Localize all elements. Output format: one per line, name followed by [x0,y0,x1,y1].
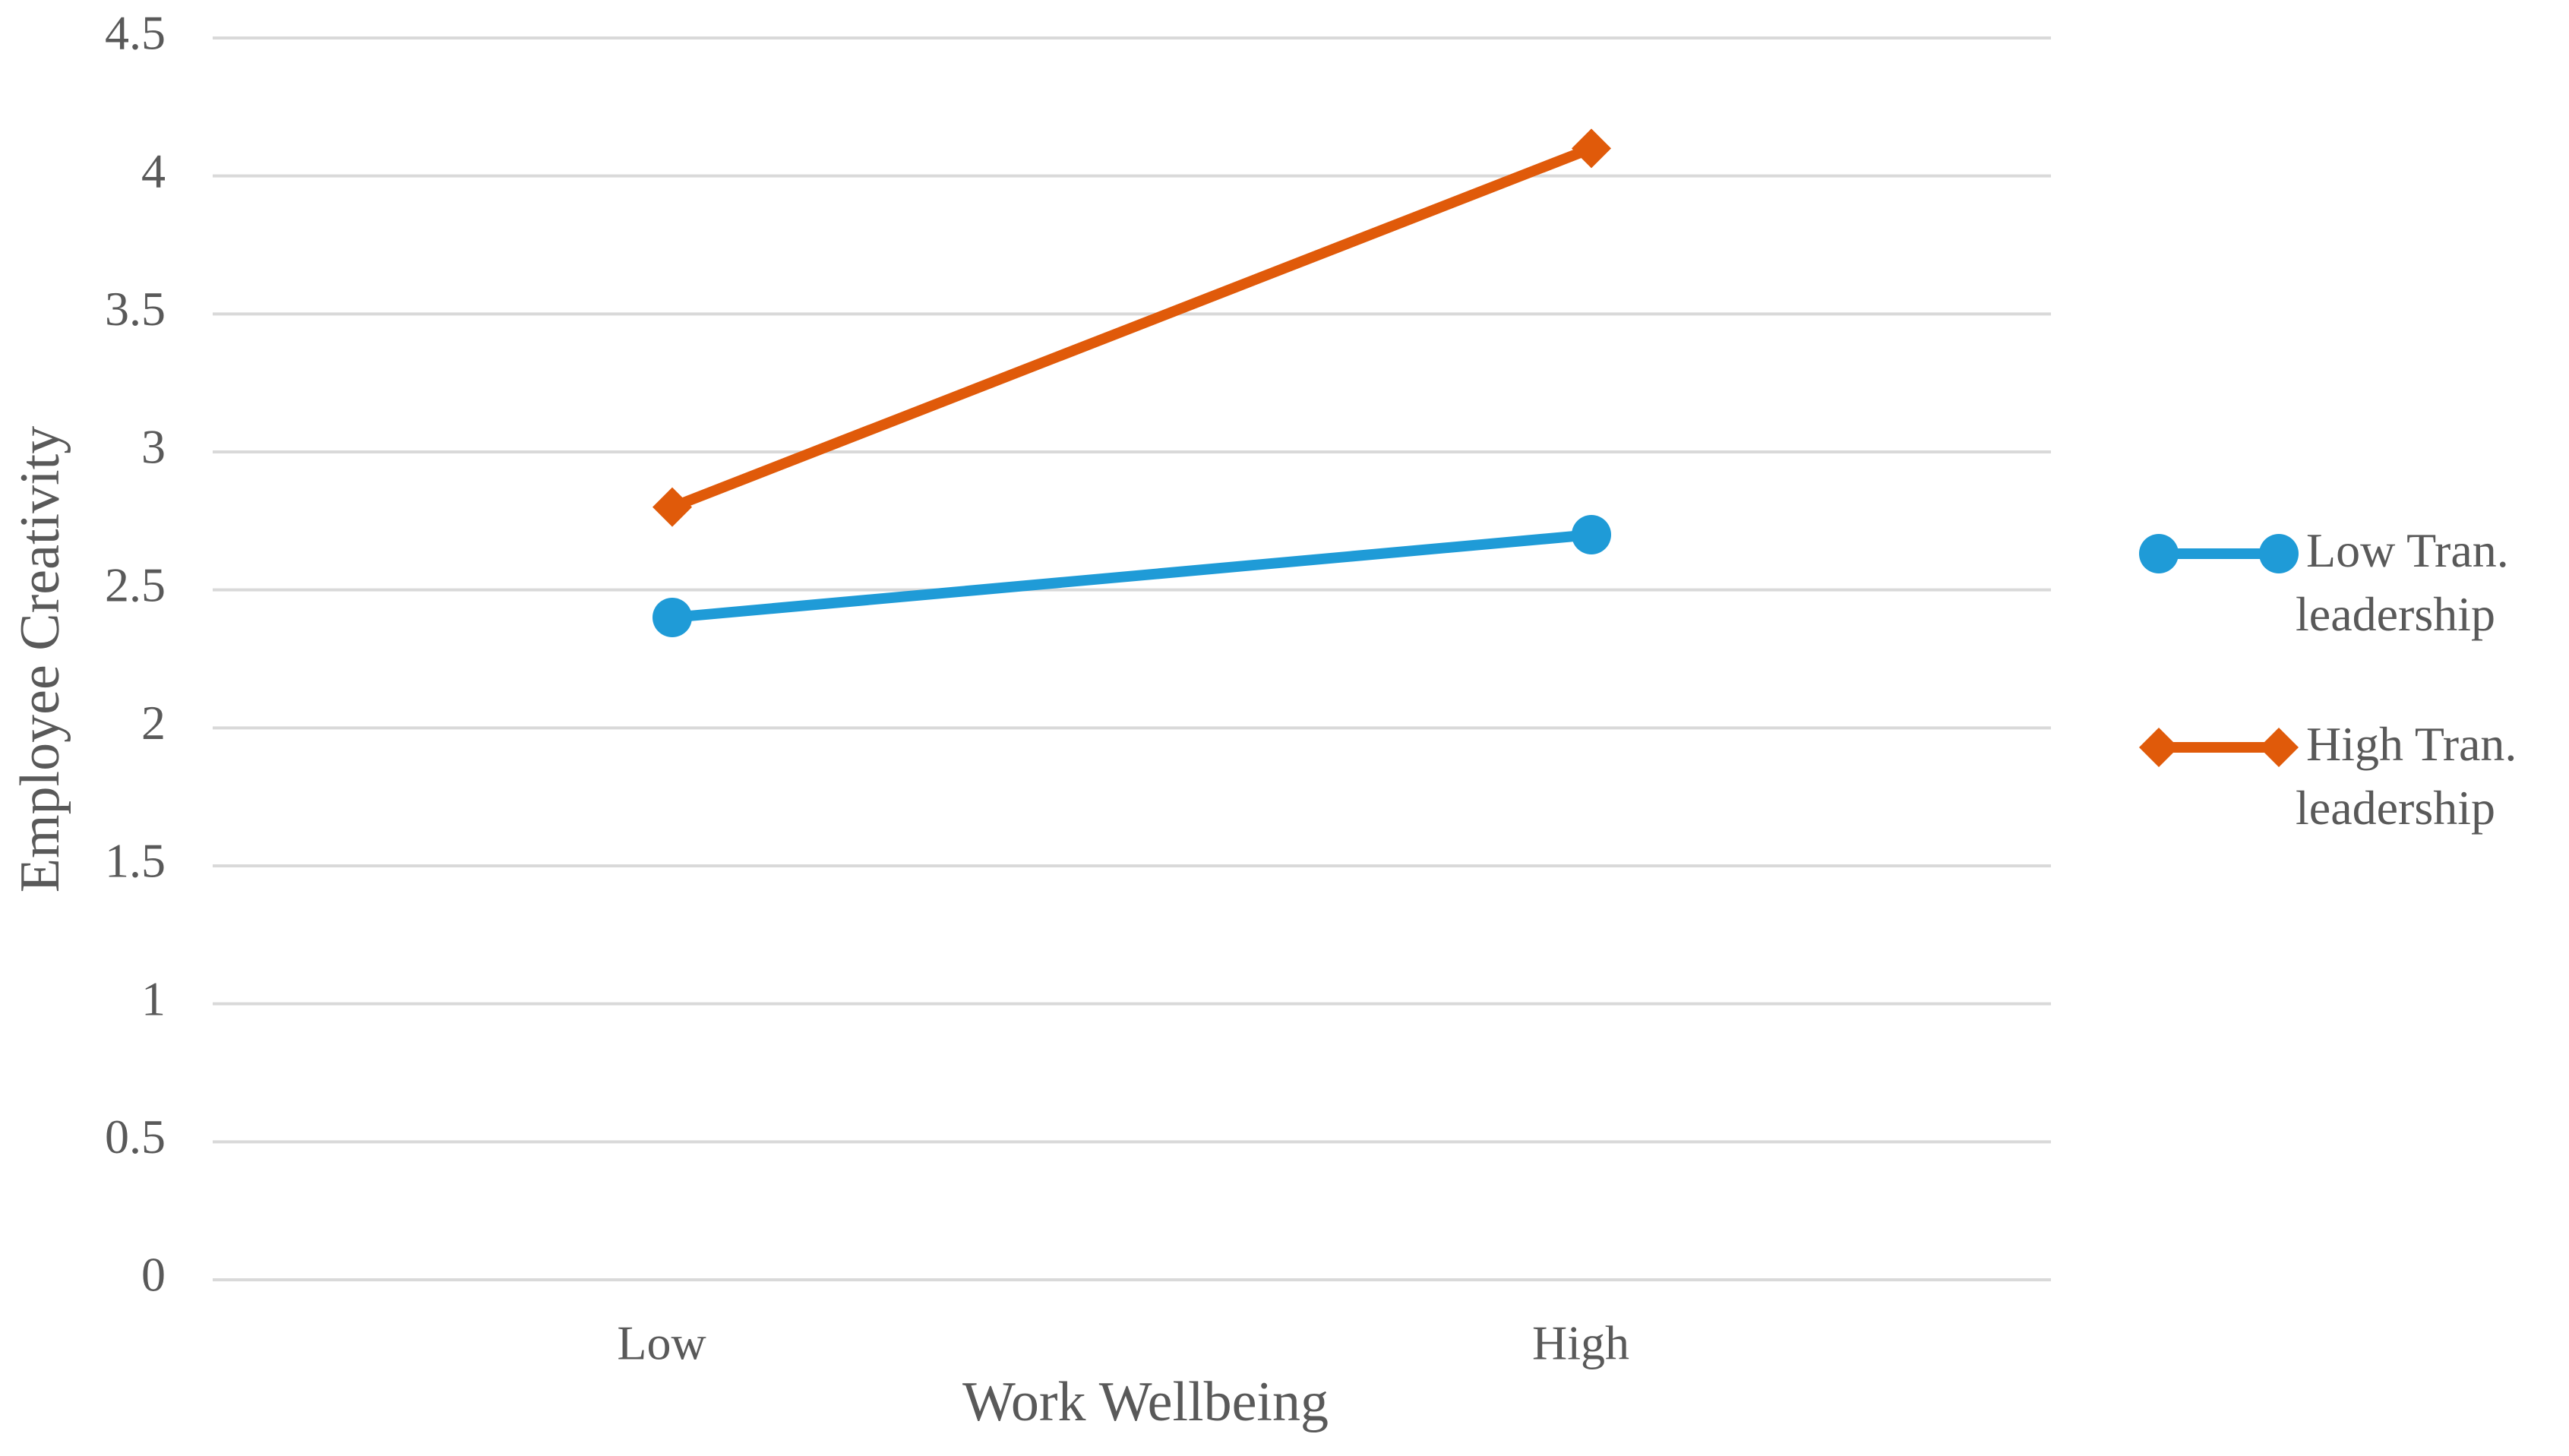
marker [2139,728,2179,767]
marker [2259,728,2299,767]
marker [653,487,692,527]
y-tick-label: 4 [141,144,166,197]
y-tick-label: 2 [141,696,166,750]
y-tick-label: 1.5 [105,834,166,888]
legend-label: Low Tran. leadership [2296,523,2509,641]
series [653,515,1611,637]
y-tick-label: 1 [141,971,166,1025]
y-tick-label: 3 [141,420,166,474]
marker [2259,534,2299,573]
x-axis-title: Work Wellbeing [962,1371,1329,1433]
series-line [671,529,1592,623]
y-tick-label: 0.5 [105,1110,166,1164]
y-tick-label: 4.5 [105,6,166,60]
legend-item [2139,728,2299,767]
series-line [670,143,1594,513]
y-tick-label: 0 [141,1248,166,1302]
legend-label: High Tran. leadership [2296,717,2517,835]
y-tick-label: 2.5 [105,557,166,611]
y-axis-title: Employee Creativity [9,426,71,892]
x-tick-label: High [1532,1316,1629,1370]
marker [2139,534,2179,573]
marker [1572,515,1611,554]
marker [1572,128,1611,169]
x-tick-label: Low [617,1316,706,1370]
legend-item [2139,534,2299,573]
series [653,128,1611,527]
marker [653,598,692,637]
y-tick-label: 3.5 [105,282,166,336]
